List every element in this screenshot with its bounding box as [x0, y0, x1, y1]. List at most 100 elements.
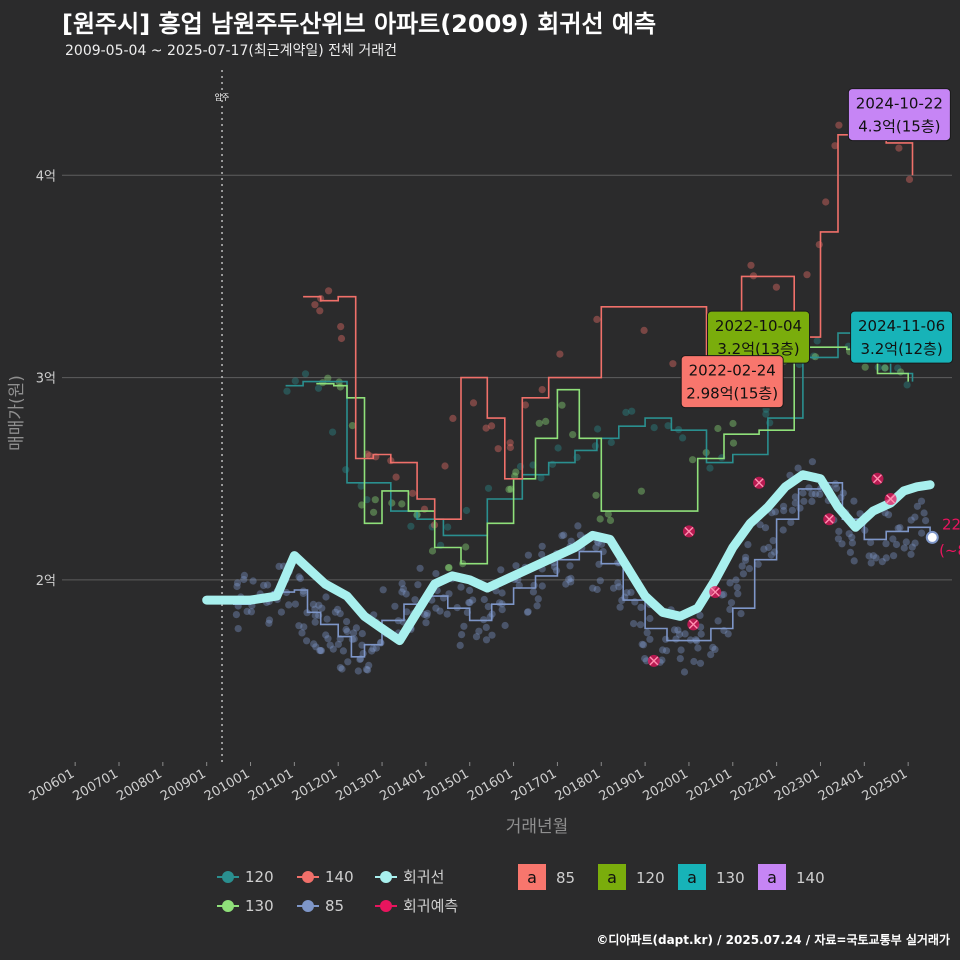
scatter-point [295, 573, 303, 581]
scatter-point [558, 401, 566, 409]
scatter-point [322, 593, 330, 601]
scatter-point [247, 608, 255, 616]
x-tick-label: 201501 [421, 766, 471, 804]
scatter-point [356, 655, 364, 664]
legend-label: 120 [245, 868, 274, 886]
scatter-point [398, 580, 406, 588]
x-tick-label: 202101 [684, 766, 734, 804]
scatter-point [737, 610, 745, 618]
scatter-point [566, 562, 574, 570]
forecast-cross [872, 474, 882, 484]
scatter-point [902, 538, 910, 546]
scatter-point [444, 564, 453, 572]
scatter-point [300, 623, 308, 631]
source-caption: ©디아파트(dapt.kr) / 2025.07.24 / 자료=국토교통부 실… [596, 933, 950, 947]
scatter-point [392, 473, 400, 481]
forecast-cross [688, 619, 698, 629]
legend-dot [380, 871, 392, 883]
scatter-point [690, 657, 698, 666]
scatter-point [767, 551, 775, 559]
scatter-point [816, 490, 824, 498]
scatter-point [534, 595, 542, 603]
scatter-point [315, 601, 323, 609]
scatter-point [917, 497, 926, 505]
scatter-point [675, 630, 684, 638]
scatter-point [249, 577, 257, 585]
scatter-85 [232, 458, 930, 676]
scatter-point [428, 547, 437, 555]
scatter-point [343, 627, 351, 636]
legend-swatch-glyph: a [607, 868, 617, 887]
scatter-point [498, 606, 506, 614]
scatter-point [918, 529, 926, 537]
scatter-point [311, 605, 319, 613]
scatter-point [538, 542, 546, 550]
scatter-point [771, 508, 780, 516]
scatter-point [727, 599, 736, 607]
scatter-point [562, 580, 570, 588]
scatter-point [488, 422, 496, 430]
scatter-point [352, 624, 360, 632]
scatter-point [623, 589, 631, 597]
scatter-point [742, 553, 750, 561]
annotation-box: 2024-11-06 3.2억(12층) [850, 310, 954, 364]
latest-area-label: (~85㎡) [939, 541, 960, 559]
scatter-point [533, 602, 541, 610]
series-line-120 [285, 332, 914, 537]
legend-dot [222, 900, 234, 912]
scatter-point [524, 551, 533, 559]
scatter-point [348, 635, 356, 644]
x-tick-label: 201101 [246, 766, 296, 804]
legend-item-회귀선: 회귀선 [375, 868, 444, 886]
scatter-point [641, 655, 649, 663]
scatter-point [233, 582, 241, 591]
scatter-point [808, 458, 817, 466]
scatter-point [724, 630, 732, 638]
annotation-value: 3.2억(12층) [860, 340, 942, 358]
scatter-point [907, 550, 915, 558]
scatter-point [482, 424, 490, 432]
latest-point [925, 530, 939, 544]
scatter-point [524, 608, 532, 616]
scatter-point [869, 552, 878, 560]
legend-swatch-glyph: a [527, 868, 537, 887]
scatter-point [342, 625, 350, 634]
legend-item-130: 130 [217, 897, 274, 915]
scatter-point [243, 607, 251, 616]
y-axis-title: 매매가(원) [7, 375, 27, 451]
legend-swatch-label: 85 [556, 869, 575, 887]
scatter-point [754, 560, 762, 568]
scatter-point [432, 604, 440, 612]
scatter-point [317, 647, 325, 655]
scatter-point [745, 565, 754, 573]
legend-label: 130 [245, 897, 274, 915]
x-tick-label: 201901 [597, 766, 647, 804]
legend-swatch-label: 140 [796, 869, 825, 887]
scatter-point [291, 600, 299, 608]
scatter-point [848, 539, 857, 547]
scatter-point [796, 504, 804, 512]
scatter-point [696, 611, 704, 620]
scatter-point [283, 387, 291, 395]
scatter-point [835, 121, 843, 129]
scatter-point [338, 665, 346, 673]
scatter-point [343, 618, 351, 626]
scatter-point [714, 424, 722, 433]
scatter-point [484, 603, 492, 611]
scatter-point [329, 428, 337, 436]
scatter-point [720, 590, 728, 599]
scatter-point [643, 629, 651, 637]
legend-label: 회귀예측 [403, 897, 458, 915]
x-tick-label: 201801 [553, 766, 603, 804]
x-tick-label: 200701 [71, 766, 121, 804]
scatter-point [298, 629, 306, 637]
scatter-point [596, 577, 604, 585]
legend-label-item-120: a 120 [598, 864, 665, 890]
scatter-point [480, 595, 488, 604]
y-tick-label: 3억 [36, 372, 56, 387]
scatter-point [265, 619, 273, 627]
scatter-point [780, 507, 788, 515]
scatter-point [565, 575, 573, 584]
scatter-point [614, 579, 622, 587]
scatter-point [462, 506, 471, 515]
